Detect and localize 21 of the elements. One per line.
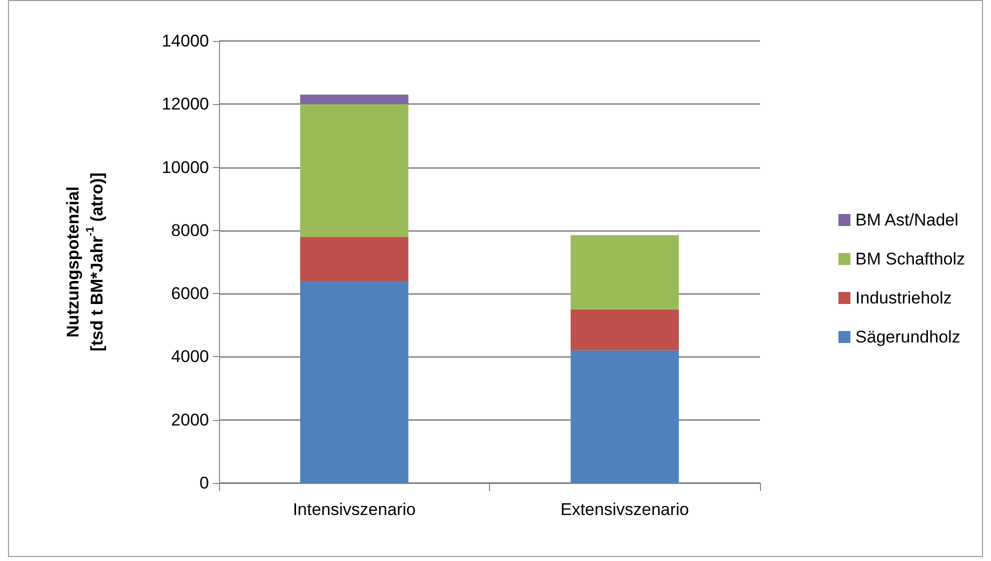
y-tick-label: 12000 bbox=[162, 94, 209, 114]
y-tick-label: 2000 bbox=[171, 410, 209, 430]
y-tick-label: 0 bbox=[200, 474, 209, 492]
bar bbox=[570, 309, 679, 350]
bar bbox=[300, 94, 408, 104]
y-tick-label: 14000 bbox=[162, 32, 209, 50]
legend-label: BM Ast/Nadel bbox=[855, 210, 958, 230]
y-tick-label: 4000 bbox=[171, 347, 209, 366]
bar bbox=[300, 280, 408, 483]
y-tick-label: 8000 bbox=[171, 220, 209, 240]
legend-label: Sägerundholz bbox=[855, 328, 960, 346]
y-tick-label: 10000 bbox=[162, 158, 209, 177]
legend-label: Industrieholz bbox=[855, 288, 952, 308]
bar bbox=[570, 350, 679, 483]
legend-label: BM Schaftholz bbox=[855, 250, 966, 268]
bar bbox=[570, 235, 679, 310]
bar bbox=[300, 104, 408, 237]
y-tick-label: 6000 bbox=[171, 284, 209, 304]
bar bbox=[300, 236, 408, 281]
x-tick-label: Extensivszenario bbox=[560, 500, 690, 519]
x-tick-label: Intensivszenario bbox=[292, 500, 416, 519]
